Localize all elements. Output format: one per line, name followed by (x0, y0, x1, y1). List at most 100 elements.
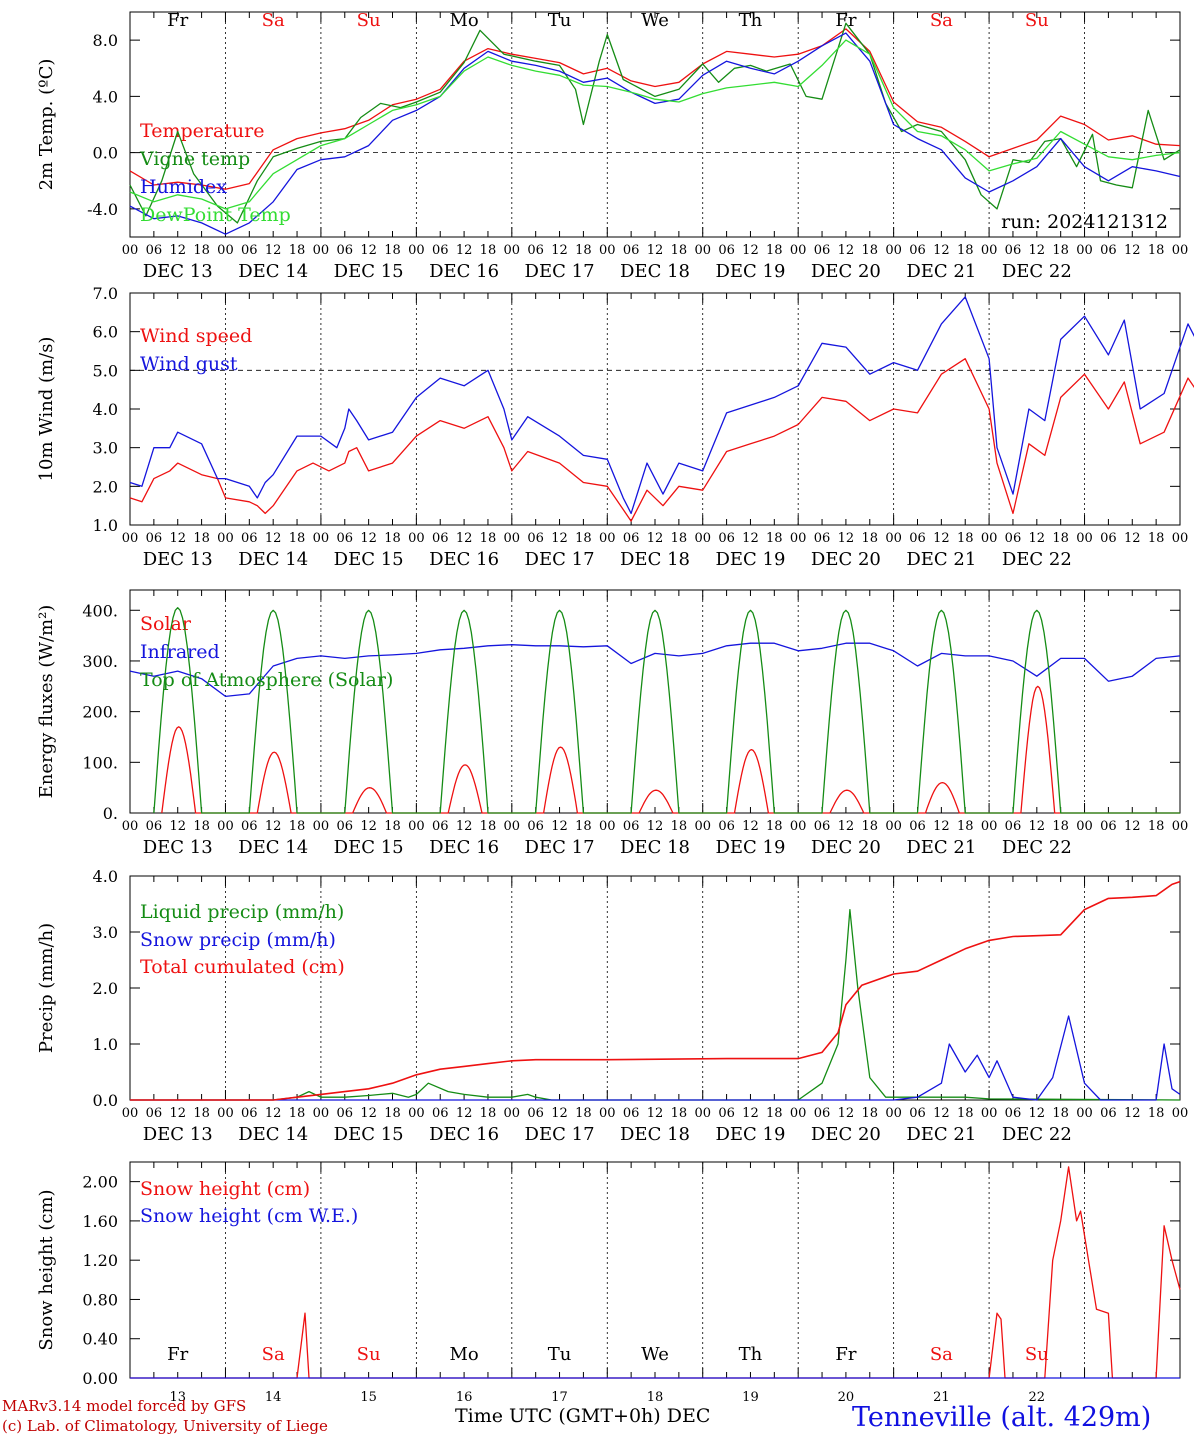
hour-tick-label: 06 (527, 531, 544, 546)
hour-tick-label: 18 (575, 531, 592, 546)
y-axis-label: Precip (mm/h) (36, 923, 57, 1053)
hour-tick-label: 06 (432, 1106, 449, 1121)
weekday-label: Sa (930, 10, 953, 31)
legend-entry: Infrared (140, 641, 220, 663)
y-tick-label: 7.0 (93, 284, 118, 303)
hour-tick-label: 00 (217, 243, 234, 258)
y-tick-label: 0. (103, 804, 118, 823)
hour-tick-label: 00 (885, 1106, 902, 1121)
hour-tick-label: 12 (360, 243, 377, 258)
hour-tick-label: 12 (360, 531, 377, 546)
date-label: DEC 17 (525, 1124, 595, 1145)
date-label: DEC 16 (429, 261, 499, 282)
hour-tick-label: 18 (384, 531, 401, 546)
hour-tick-label: 00 (1172, 531, 1189, 546)
hour-tick-label: 12 (169, 243, 186, 258)
hour-tick-label: 00 (313, 819, 330, 834)
legend-entry: Top of Atmosphere (Solar) (140, 669, 393, 691)
date-label: DEC 14 (238, 261, 308, 282)
hour-tick-label: 00 (981, 1106, 998, 1121)
hour-tick-label: 12 (1029, 819, 1046, 834)
hour-tick-label: 18 (193, 243, 210, 258)
weekday-label: Su (1025, 10, 1049, 31)
hour-tick-label: 18 (193, 819, 210, 834)
hour-tick-label: 06 (241, 819, 258, 834)
date-label: DEC 20 (811, 1124, 881, 1145)
hour-tick-label: 00 (790, 819, 807, 834)
hour-tick-label: 12 (742, 1106, 759, 1121)
hour-tick-label: 00 (981, 531, 998, 546)
date-label: DEC 18 (620, 549, 690, 570)
weekday-label: Th (739, 10, 763, 31)
series-line (129, 28, 1181, 190)
hour-tick-label: 00 (885, 819, 902, 834)
y-tick-label: 0.40 (82, 1330, 118, 1349)
date-label: DEC 14 (238, 837, 308, 858)
hour-tick-label: 18 (766, 1106, 783, 1121)
hour-tick-label: 12 (647, 531, 664, 546)
panel-3: 0. 100. 200. 300. 400. 00 06 12 18 00 06 12 18 00 06 12… (36, 589, 1188, 858)
hour-tick-label: 18 (671, 531, 688, 546)
hour-tick-label: 00 (1076, 243, 1093, 258)
hour-tick-label: 18 (766, 243, 783, 258)
y-tick-label: 1.0 (93, 516, 118, 535)
station-name: Tenneville (alt. 429m) (852, 1402, 1152, 1433)
hour-tick-label: 18 (289, 531, 306, 546)
hour-tick-label: 12 (456, 531, 473, 546)
legend-entry: Snow precip (mm/h) (140, 929, 336, 951)
date-label: DEC 15 (334, 549, 404, 570)
hour-tick-label: 18 (575, 819, 592, 834)
hour-tick-label: 06 (1005, 243, 1022, 258)
hour-tick-label: 06 (814, 819, 831, 834)
hour-tick-label: 06 (1100, 531, 1117, 546)
hour-tick-label: 18 (861, 243, 878, 258)
hour-tick-label: 06 (909, 819, 926, 834)
hour-tick-label: 00 (885, 531, 902, 546)
y-tick-label: 400. (82, 601, 118, 620)
hour-tick-label: 12 (169, 1106, 186, 1121)
hour-tick-label: 12 (838, 819, 855, 834)
hour-tick-label: 06 (336, 243, 353, 258)
hour-tick-label: 18 (1052, 531, 1069, 546)
hour-tick-label: 12 (838, 531, 855, 546)
date-label: DEC 18 (620, 837, 690, 858)
series-line (129, 22, 1181, 224)
hour-tick-label: 12 (1029, 531, 1046, 546)
hour-tick-label: 06 (527, 243, 544, 258)
hour-tick-label: 18 (384, 1106, 401, 1121)
hour-tick-label: 18 (480, 1106, 497, 1121)
hour-tick-label: 00 (122, 1106, 139, 1121)
date-label: DEC 21 (906, 261, 976, 282)
y-tick-label: 200. (82, 703, 118, 722)
hour-tick-label: 00 (790, 1106, 807, 1121)
hour-tick-label: 00 (790, 243, 807, 258)
hour-tick-label: 00 (313, 1106, 330, 1121)
legend-entry: Snow height (cm) (140, 1178, 310, 1200)
y-tick-label: 300. (82, 652, 118, 671)
weekday-label: Fr (167, 10, 188, 31)
weekday-label: Su (357, 10, 381, 31)
hour-tick-label: 12 (647, 819, 664, 834)
date-label: DEC 21 (906, 549, 976, 570)
legend-entry: Wind speed (140, 325, 252, 347)
hour-tick-label: 06 (623, 243, 640, 258)
hour-tick-label: 12 (1029, 1106, 1046, 1121)
hour-tick-label: 18 (671, 243, 688, 258)
hour-tick-label: 00 (694, 819, 711, 834)
y-tick-label: 4.0 (93, 867, 118, 886)
weekday-label: Sa (262, 1344, 285, 1365)
hour-tick-label: 00 (408, 243, 425, 258)
hour-tick-label: 18 (1052, 819, 1069, 834)
hour-tick-label: 06 (1100, 1106, 1117, 1121)
series-line (129, 39, 1181, 210)
y-axis-label: 2m Temp. (ºC) (36, 59, 57, 191)
y-tick-label: 4.0 (93, 87, 118, 106)
weekday-label: We (641, 10, 669, 31)
legend-entry: Temperature (140, 120, 264, 142)
series-line (130, 1015, 1181, 1101)
hour-tick-label: 00 (504, 1106, 521, 1121)
hour-tick-label: 18 (1148, 819, 1165, 834)
date-label: DEC 19 (715, 261, 785, 282)
hour-tick-label: 12 (838, 243, 855, 258)
weekday-label: Su (357, 1344, 381, 1365)
